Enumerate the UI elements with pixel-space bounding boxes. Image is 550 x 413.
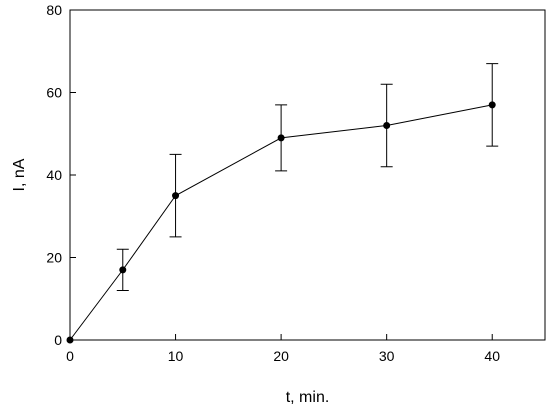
data-point — [383, 122, 391, 129]
x-tick-label: 20 — [273, 348, 289, 364]
y-axis-title: I, nA — [11, 158, 28, 191]
x-tick-label: 10 — [168, 348, 184, 364]
y-tick-label: 20 — [46, 250, 62, 266]
data-point — [119, 266, 127, 274]
x-axis-title: t, min. — [286, 389, 330, 406]
data-point — [277, 134, 285, 142]
y-tick-label: 0 — [54, 332, 62, 348]
x-tick-label: 40 — [484, 348, 500, 364]
plot-border — [69, 9, 546, 341]
data-markers — [66, 101, 496, 344]
x-axis-ticks: 0 10 20 30 40 — [66, 334, 500, 364]
y-axis-ticks: 0 20 40 60 80 — [46, 2, 76, 348]
x-tick-label: 0 — [66, 348, 74, 364]
y-tick-label: 60 — [46, 85, 62, 101]
data-point — [66, 336, 74, 344]
error-bars — [116, 63, 499, 291]
y-tick-label: 80 — [46, 2, 62, 18]
x-tick-label: 30 — [379, 348, 395, 364]
data-point — [172, 192, 180, 200]
plot-frame — [69, 9, 546, 341]
data-point — [488, 101, 496, 109]
y-tick-label: 40 — [46, 167, 62, 183]
series-line-group — [69, 104, 493, 341]
series-line — [69, 104, 493, 341]
